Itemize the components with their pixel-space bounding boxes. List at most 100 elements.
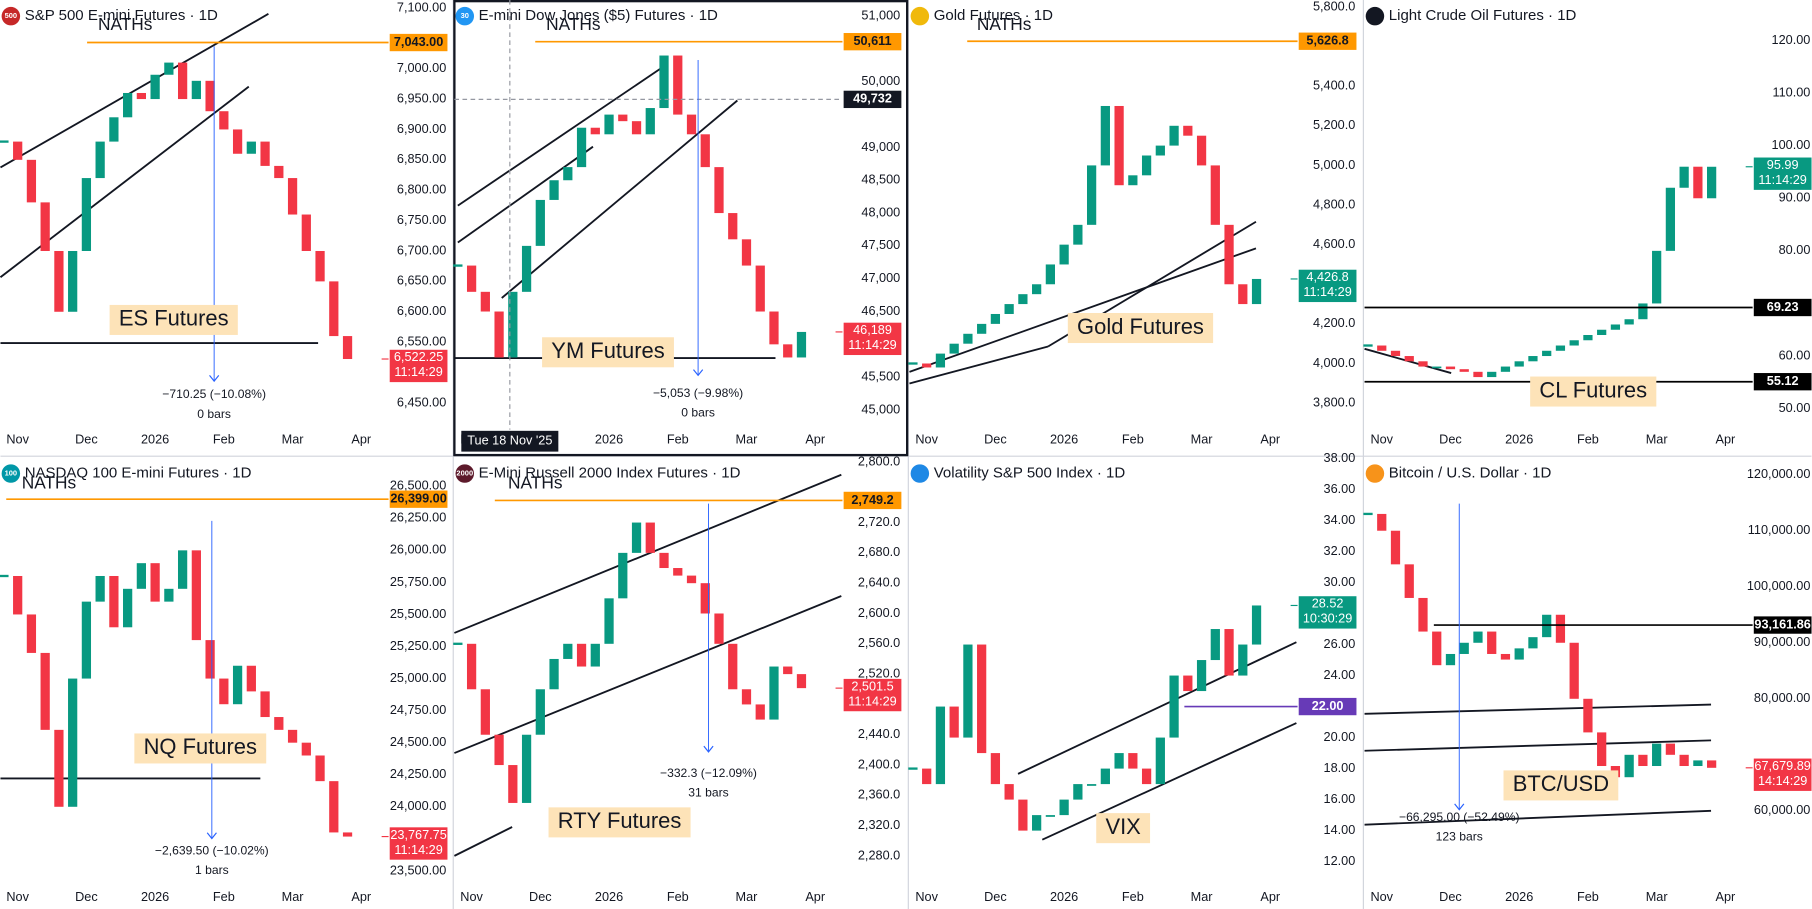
symbol-icon: [910, 464, 930, 483]
y-tick-label: 24,250.00: [390, 767, 446, 781]
candle: [1500, 366, 1511, 372]
y-tick-label: 50,000: [861, 74, 900, 88]
y-tick-label: 48,000: [861, 205, 900, 219]
last-price-timer: 10:30:29: [1303, 612, 1352, 626]
x-tick-label: Mar: [282, 432, 305, 446]
y-tick-label: 110,000.00: [1748, 523, 1811, 537]
last-price-timer: 11:14:29: [1303, 285, 1351, 299]
candle: [1363, 512, 1373, 516]
last-price-box: [389, 827, 448, 860]
candle: [1459, 642, 1469, 654]
chart-title: Bitcoin / U.S. Dollar · 1D: [1389, 465, 1552, 482]
last-price-box: [1298, 596, 1357, 629]
trend-line: [1041, 722, 1297, 841]
candle: [908, 362, 918, 365]
x-tick-label: Feb: [667, 890, 689, 904]
y-tick-label: 100,000.00: [1747, 579, 1810, 593]
y-tick-label: 26.00: [1324, 637, 1356, 651]
candle: [453, 264, 463, 267]
price-level-label: 93,161.86: [1754, 617, 1810, 631]
candle: [1141, 155, 1152, 176]
trend-line: [1364, 703, 1712, 715]
candle: [123, 92, 133, 118]
price-level-box: [389, 490, 448, 508]
candle: [1363, 344, 1373, 347]
high-note: NATHs: [22, 473, 77, 493]
x-tick-label: Mar: [736, 432, 759, 446]
price-level-label: 69.23: [1767, 300, 1799, 314]
x-tick-label: Apr: [351, 890, 372, 904]
candle: [1542, 350, 1552, 357]
high-note: NATHs: [98, 14, 153, 34]
x-tick-label: Nov: [915, 432, 938, 446]
candle: [1679, 166, 1689, 188]
x-tick-label: Dec: [75, 890, 98, 904]
price-level-label: 55.12: [1767, 374, 1799, 388]
candle: [1652, 743, 1662, 767]
y-tick-label: 60.00: [1779, 348, 1811, 362]
candle: [590, 127, 600, 135]
candle: [1059, 799, 1069, 816]
candle: [329, 281, 339, 337]
x-tick-label: Apr: [805, 432, 826, 446]
measure-label: −5,053 (−9.98%): [653, 386, 743, 400]
candle: [1169, 125, 1179, 146]
candle: [1238, 284, 1248, 305]
y-tick-label: 6,800.00: [397, 183, 446, 197]
chart-title: S&P 500 E-mini Futures · 1D: [25, 7, 218, 24]
candle: [40, 652, 50, 730]
last-price-box: [843, 678, 902, 712]
y-tick-label: 18.00: [1324, 761, 1356, 775]
candle: [1624, 754, 1634, 778]
candle: [576, 127, 587, 168]
measure-bars: 31 bars: [688, 786, 728, 800]
y-tick-label: 24.00: [1324, 668, 1356, 682]
candle: [922, 768, 932, 785]
trend-line: [909, 345, 1049, 385]
candle: [1404, 356, 1414, 362]
symbol-icon: [455, 6, 475, 26]
candle: [1224, 224, 1234, 285]
candle: [796, 674, 807, 689]
x-tick-label: Apr: [1260, 432, 1281, 446]
candle: [521, 245, 532, 292]
candle: [1473, 631, 1483, 643]
candle: [1487, 631, 1497, 654]
y-tick-label: 32.00: [1324, 544, 1356, 558]
trend-line: [0, 13, 269, 169]
candle: [1665, 187, 1676, 251]
candle: [1169, 675, 1179, 738]
candle: [68, 678, 78, 807]
high-note: NATHs: [508, 473, 563, 493]
price-level-label: 2,749.2: [851, 493, 893, 507]
measure-bars: 123 bars: [1436, 830, 1483, 844]
y-tick-label: 2,720.0: [858, 515, 900, 529]
candle: [673, 55, 683, 115]
candle: [1155, 737, 1165, 785]
candle: [342, 832, 353, 837]
last-price-timer: 11:14:29: [394, 843, 442, 857]
x-tick-label: 2026: [1505, 432, 1533, 446]
y-tick-label: 50.00: [1779, 401, 1811, 415]
candle: [164, 588, 174, 602]
chart-title: E-mini Dow Jones ($5) Futures · 1D: [479, 7, 718, 24]
y-tick-label: 25,000.00: [390, 671, 446, 685]
y-tick-label: 26,000.00: [390, 543, 446, 557]
candle: [1679, 754, 1689, 767]
chart-note: YM Futures: [551, 338, 664, 363]
x-tick-label: Dec: [1439, 432, 1462, 446]
candle: [301, 214, 311, 251]
candle: [1032, 815, 1042, 831]
candle: [1059, 244, 1069, 265]
candle: [1404, 564, 1414, 598]
price-level-box: [843, 33, 902, 51]
candle: [549, 180, 559, 200]
candle: [232, 665, 243, 705]
last-price-label: 28.52: [1312, 597, 1344, 611]
candle: [109, 117, 119, 142]
measure-arrow: [1454, 803, 1465, 811]
y-tick-label: 5,000.0: [1313, 158, 1355, 172]
candle: [1500, 653, 1511, 660]
candle: [40, 202, 50, 251]
candle: [783, 666, 793, 675]
